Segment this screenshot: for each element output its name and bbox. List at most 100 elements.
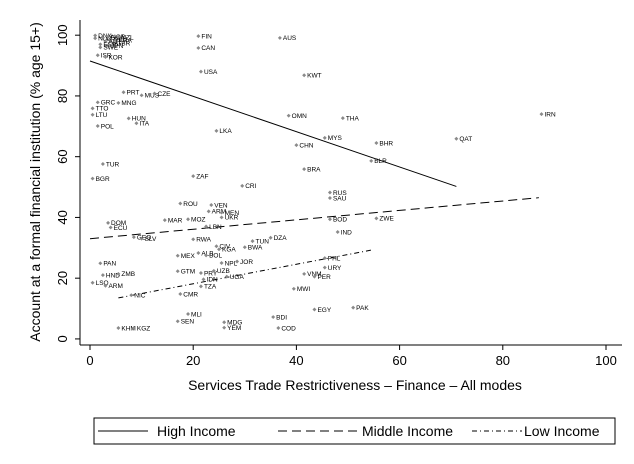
data-point: CAN	[196, 45, 215, 52]
point-label: PRT	[127, 90, 140, 97]
point-label: UKR	[225, 215, 239, 222]
data-point: ZAF	[191, 173, 209, 180]
point-marker	[191, 174, 196, 179]
point-marker	[302, 167, 307, 172]
data-point: ITA	[134, 121, 150, 128]
data-point: MUS	[139, 93, 160, 100]
data-point: QAT	[454, 136, 472, 143]
point-marker	[312, 307, 317, 312]
point-label: RWA	[196, 237, 211, 244]
point-label: ZWE	[379, 216, 394, 223]
point-label: CRI	[245, 183, 256, 190]
point-label: TUR	[106, 161, 120, 168]
point-label: MLI	[191, 311, 202, 318]
legend: High Income Middle Income Low Income	[93, 417, 616, 445]
point-marker	[90, 112, 95, 117]
point-label: NLD	[98, 36, 111, 43]
point-marker	[242, 245, 247, 250]
x-tick-label: 100	[595, 353, 617, 368]
point-marker	[98, 261, 103, 266]
x-tick-label: 80	[496, 353, 510, 368]
point-marker	[90, 280, 95, 285]
point-marker	[126, 116, 131, 121]
point-label: GEO	[137, 234, 151, 241]
point-marker	[95, 124, 100, 128]
point-label: NZL	[121, 34, 134, 41]
data-point: NZL	[116, 34, 134, 41]
point-label: MUS	[145, 93, 160, 100]
data-point: BOD	[327, 217, 347, 224]
point-label: ZAF	[196, 173, 208, 180]
trend-line-low-income	[118, 249, 374, 299]
data-point: SWE	[98, 45, 119, 52]
trend-line-high-income	[89, 60, 457, 187]
point-marker	[322, 135, 327, 140]
point-label: PAN	[103, 261, 116, 268]
data-point: COD	[276, 325, 296, 332]
point-label: BEL	[106, 35, 119, 42]
data-point: CMR	[178, 291, 198, 298]
point-marker	[271, 315, 276, 320]
data-point: UKR	[219, 215, 239, 222]
y-tick-label: 60	[55, 149, 70, 163]
point-marker	[98, 45, 103, 50]
point-label: TUN	[256, 238, 270, 245]
point-marker	[178, 291, 183, 296]
data-point: DEU	[108, 37, 128, 44]
point-label: IRN	[545, 111, 557, 118]
data-point: BWA	[242, 244, 263, 251]
point-label: KGZ	[137, 325, 150, 332]
data-point: RWA	[191, 237, 212, 244]
data-point: SEN	[175, 319, 194, 326]
point-label: IDN	[207, 277, 219, 284]
data-point: BHR	[374, 140, 393, 147]
point-marker	[219, 215, 224, 220]
data-point: THA	[340, 115, 360, 122]
data-point: MEN	[219, 210, 239, 217]
point-label: TZA	[204, 284, 217, 291]
point-label: MYS	[328, 135, 343, 142]
data-point: ESP	[98, 42, 116, 49]
point-label: KGA	[222, 247, 236, 254]
data-point: SLV	[139, 236, 157, 243]
data-point: SAU	[327, 195, 347, 202]
point-marker	[106, 34, 111, 39]
data-point: PAK	[351, 305, 369, 312]
data-point: PRT	[121, 90, 140, 97]
point-label: OMN	[292, 113, 307, 120]
point-marker	[198, 69, 203, 74]
data-point: LBN	[204, 224, 222, 231]
point-marker	[302, 73, 307, 78]
point-label: LKA	[219, 128, 232, 135]
point-marker	[90, 176, 95, 181]
data-point: ZWE	[374, 216, 394, 223]
point-marker	[327, 217, 332, 222]
data-point: POL	[95, 123, 114, 130]
point-label: MDG	[227, 320, 242, 327]
point-marker	[116, 35, 121, 39]
point-label: ITA	[139, 121, 149, 128]
data-point: USA	[198, 69, 218, 76]
point-marker	[131, 326, 136, 330]
data-point: MWI	[291, 286, 310, 293]
point-marker	[108, 225, 113, 230]
point-label: GBR	[116, 40, 130, 47]
data-point: MEX	[175, 253, 195, 260]
data-point: URY	[322, 265, 342, 272]
data-point: MNG	[116, 100, 137, 107]
x-axis-ticks: 0 20 40 60 80 100	[86, 345, 617, 368]
point-label: UGA	[230, 274, 245, 281]
point-marker	[100, 35, 105, 40]
point-marker	[209, 202, 214, 207]
y-tick-label: 0	[55, 335, 70, 342]
data-point: BLR	[369, 158, 387, 165]
point-label: DOM	[111, 220, 126, 227]
legend-label-low-income: Low Income	[524, 423, 600, 439]
point-marker	[291, 286, 296, 291]
data-point: GBR	[111, 40, 131, 47]
data-point: TTO	[90, 106, 108, 113]
point-marker	[198, 271, 203, 275]
point-marker	[175, 269, 180, 274]
data-point: OMN	[286, 113, 307, 120]
point-label: ESP	[103, 42, 116, 49]
